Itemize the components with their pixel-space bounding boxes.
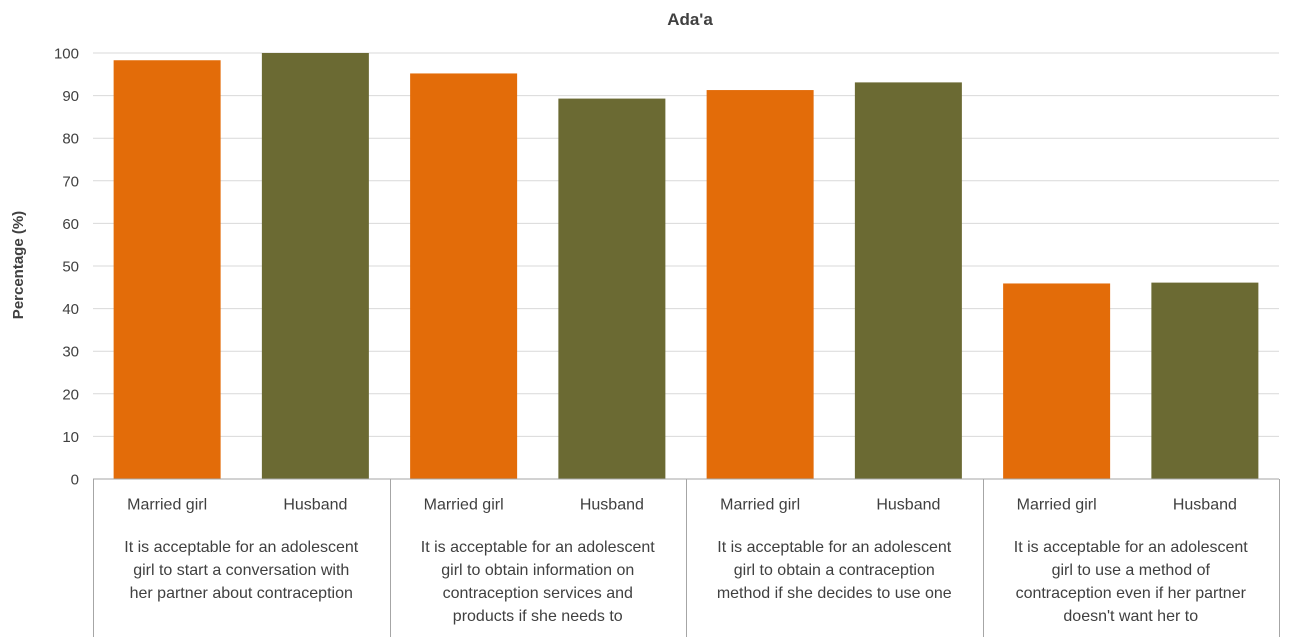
x-group-label: It is acceptable for an adolescent — [717, 539, 951, 556]
x-group-label: contraception services and — [443, 585, 633, 602]
x-group-label: girl to use a method of — [1052, 562, 1211, 579]
y-tick-label: 50 — [62, 259, 79, 276]
bars — [113, 53, 1259, 480]
x-group-label: It is acceptable for an adolescent — [1014, 539, 1248, 556]
bar — [558, 98, 666, 479]
x-group-label: products if she needs to — [453, 608, 623, 625]
x-group-label: It is acceptable for an adolescent — [421, 539, 655, 556]
y-tick-label: 80 — [62, 131, 79, 148]
x-category-label: Husband — [580, 497, 644, 514]
bar — [1151, 282, 1259, 479]
y-axis-ticks: 0 10 20 30 40 50 60 70 80 90 100 — [54, 46, 79, 489]
x-category-label: Husband — [283, 497, 347, 514]
x-category-label: Married girl — [720, 497, 800, 514]
x-category-label: Married girl — [424, 497, 504, 514]
y-tick-label: 40 — [62, 301, 79, 318]
y-tick-label: 10 — [62, 429, 79, 446]
bar — [854, 82, 962, 480]
y-tick-label: 0 — [71, 472, 79, 489]
x-group-label: her partner about contraception — [130, 585, 353, 602]
x-group-label: It is acceptable for an adolescent — [124, 539, 358, 556]
bar — [1003, 283, 1111, 479]
x-axis-labels: Married girl Husband Married girl Husband Ma… — [124, 497, 1248, 626]
bar — [261, 53, 369, 479]
x-axis — [93, 478, 1280, 637]
y-tick-label: 20 — [62, 386, 79, 403]
x-category-label: Husband — [1173, 497, 1237, 514]
y-tick-label: 60 — [62, 216, 79, 233]
y-tick-label: 100 — [54, 46, 79, 63]
bar — [706, 90, 814, 479]
y-tick-label: 70 — [62, 173, 79, 190]
x-group-label: doesn't want her to — [1063, 608, 1198, 625]
x-category-label: Married girl — [1017, 497, 1097, 514]
y-tick-label: 90 — [62, 88, 79, 105]
x-group-label: girl to obtain information on — [441, 562, 634, 579]
y-tick-label: 30 — [62, 344, 79, 361]
x-category-label: Married girl — [127, 497, 207, 514]
x-group-label: method if she decides to use one — [717, 585, 952, 602]
x-group-label: girl to start a conversation with — [133, 562, 349, 579]
bar — [113, 60, 221, 479]
x-group-label: girl to obtain a contraception — [734, 562, 935, 579]
bar — [410, 73, 518, 479]
y-axis-title: Percentage (%) — [10, 211, 27, 319]
chart-title: Ada'a — [667, 10, 713, 29]
x-group-label: contraception even if her partner — [1016, 585, 1247, 602]
x-category-label: Husband — [876, 497, 940, 514]
